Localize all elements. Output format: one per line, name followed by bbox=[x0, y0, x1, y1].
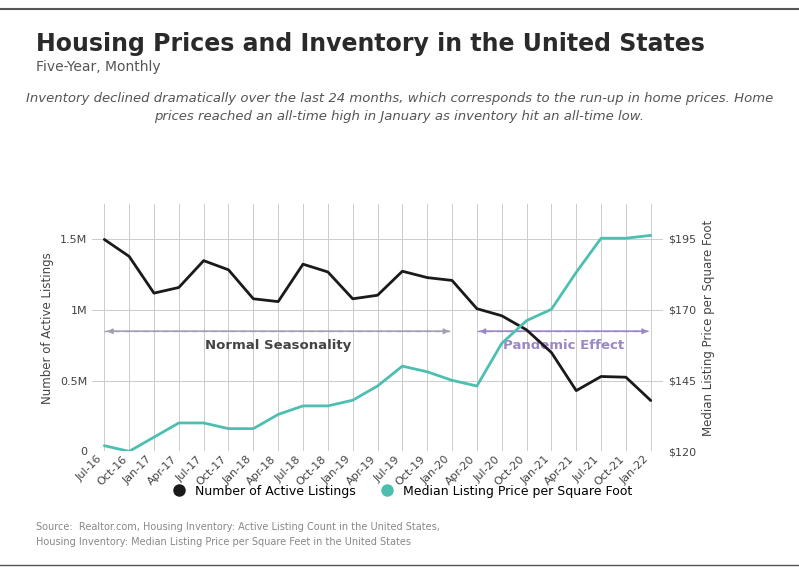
Text: prices reached an all-time high in January as inventory hit an all-time low.: prices reached an all-time high in Janua… bbox=[154, 110, 645, 124]
Text: Inventory declined dramatically over the last 24 months, which corresponds to th: Inventory declined dramatically over the… bbox=[26, 92, 773, 105]
Y-axis label: Number of Active Listings: Number of Active Listings bbox=[42, 252, 54, 404]
Text: Pandemic Effect: Pandemic Effect bbox=[503, 339, 624, 352]
Text: Housing Prices and Inventory in the United States: Housing Prices and Inventory in the Unit… bbox=[36, 32, 705, 56]
Legend: Number of Active Listings, Median Listing Price per Square Foot: Number of Active Listings, Median Listin… bbox=[161, 480, 638, 503]
Text: Normal Seasonality: Normal Seasonality bbox=[205, 339, 352, 352]
Text: Housing Inventory: Median Listing Price per Square Feet in the United States: Housing Inventory: Median Listing Price … bbox=[36, 538, 411, 547]
Text: Five-Year, Monthly: Five-Year, Monthly bbox=[36, 60, 161, 74]
Y-axis label: Median Listing Price per Square Foot: Median Listing Price per Square Foot bbox=[702, 220, 715, 436]
Text: Source:  Realtor.com, Housing Inventory: Active Listing Count in the United Stat: Source: Realtor.com, Housing Inventory: … bbox=[36, 522, 439, 532]
